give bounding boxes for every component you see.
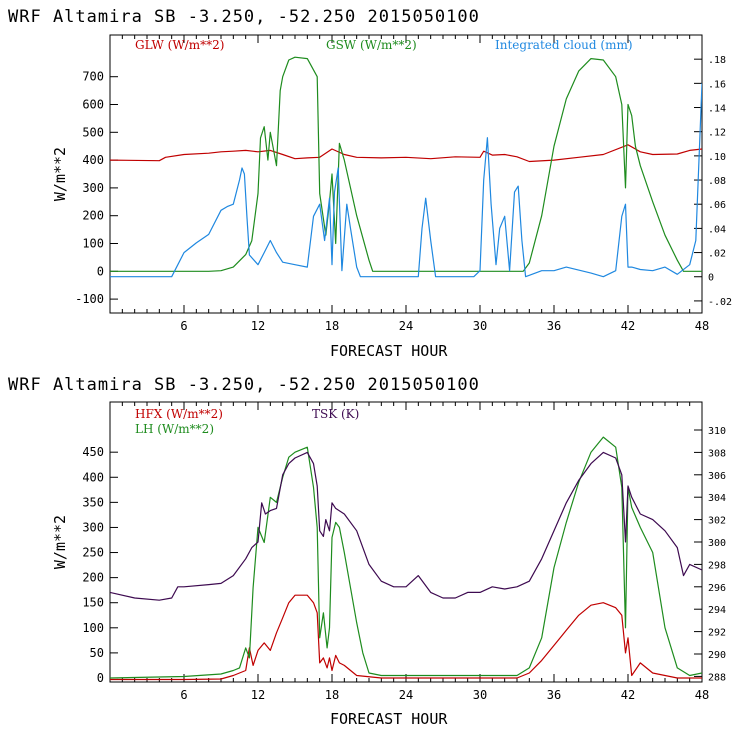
y2-tick-label: 294 [708,605,726,616]
y2-tick-label: .10 [708,152,726,163]
x-tick-label: 18 [325,688,339,702]
y2-tick-label: .04 [708,224,726,235]
x-tick-label: 48 [695,688,709,702]
y-tick-label: 350 [82,495,104,509]
y-tick-label: 250 [82,546,104,560]
y2-tick-label: .18 [708,55,726,66]
legend-entry-1: GSW (W/m**2) [326,38,417,52]
series-line-1 [110,56,702,272]
x-tick-label: 42 [621,688,635,702]
y2-tick-label: .08 [708,176,726,187]
x-tick-label: 6 [180,319,187,333]
y2-tick-label: 290 [708,650,726,661]
series-line-0 [110,594,702,681]
x-tick-label: 6 [180,688,187,702]
series-line-2 [110,451,702,601]
y-tick-label: 600 [82,98,104,112]
y-tick-label: -100 [75,292,104,306]
y2-tick-label: 310 [708,426,726,437]
y-tick-label: 450 [82,445,104,459]
y2-tick-label: -.02 [708,297,732,308]
x-tick-label: 30 [473,688,487,702]
y2-tick-label: .12 [708,128,726,139]
y-tick-label: 0 [97,264,104,278]
y-tick-label: 100 [82,621,104,635]
y2-tick-label: .06 [708,200,726,211]
y2-tick-label: 292 [708,628,726,639]
bottom-panel: WRF Altamira SB -3.250, -52.250 20150501… [8,375,726,728]
top-panel: WRF Altamira SB -3.250, -52.250 20150501… [8,7,732,360]
y2-tick-label: .16 [708,79,726,90]
y2-tick-label: 306 [708,471,726,482]
series-line-0 [110,144,702,163]
x-tick-label: 30 [473,319,487,333]
x-tick-label: 48 [695,319,709,333]
y-tick-label: 200 [82,209,104,223]
y2-tick-label: 308 [708,448,726,459]
y-tick-label: 300 [82,181,104,195]
y-tick-label: 300 [82,520,104,534]
chart-title: WRF Altamira SB -3.250, -52.250 20150501… [8,7,480,27]
x-tick-label: 42 [621,319,635,333]
y-tick-label: 200 [82,571,104,585]
y-tick-label: 500 [82,125,104,139]
legend-entry-2: TSK (K) [312,407,359,421]
y-tick-label: 700 [82,70,104,84]
chart-title: WRF Altamira SB -3.250, -52.250 20150501… [8,375,480,395]
y2-tick-label: 304 [708,493,726,504]
legend-entry-1: LH (W/m**2) [135,422,214,436]
y2-tick-label: 0 [708,273,714,284]
plot-frame [109,401,703,683]
y-tick-label: 400 [82,470,104,484]
legend-entry-2: Integrated cloud (mm) [495,38,633,52]
legend-entry-0: HFX (W/m**2) [135,407,223,421]
legend-entry-0: GLW (W/m**2) [135,38,224,52]
y-tick-label: 0 [97,671,104,685]
y2-tick-label: .02 [708,249,726,260]
x-axis-label: FORECAST HOUR [330,342,448,360]
x-tick-label: 24 [399,688,413,702]
y2-tick-label: 300 [708,538,726,549]
y2-tick-label: .14 [708,104,726,115]
x-tick-label: 18 [325,319,339,333]
x-tick-label: 36 [547,319,561,333]
x-tick-label: 12 [251,688,265,702]
x-tick-label: 12 [251,319,265,333]
y-tick-label: 400 [82,153,104,167]
y-tick-label: 50 [90,646,104,660]
y-axis-label: W/m**2 [51,515,69,569]
x-tick-label: 36 [547,688,561,702]
y-tick-label: 100 [82,237,104,251]
x-tick-label: 24 [399,319,413,333]
y2-tick-label: 296 [708,583,726,594]
y-axis-label: W/m**2 [51,147,69,201]
y2-tick-label: 288 [708,672,726,683]
series-line-2 [110,83,702,278]
series-line-1 [110,436,702,679]
x-axis-label: FORECAST HOUR [330,710,448,728]
y2-tick-label: 298 [708,560,726,571]
y-tick-label: 150 [82,596,104,610]
y2-tick-label: 302 [708,516,726,527]
